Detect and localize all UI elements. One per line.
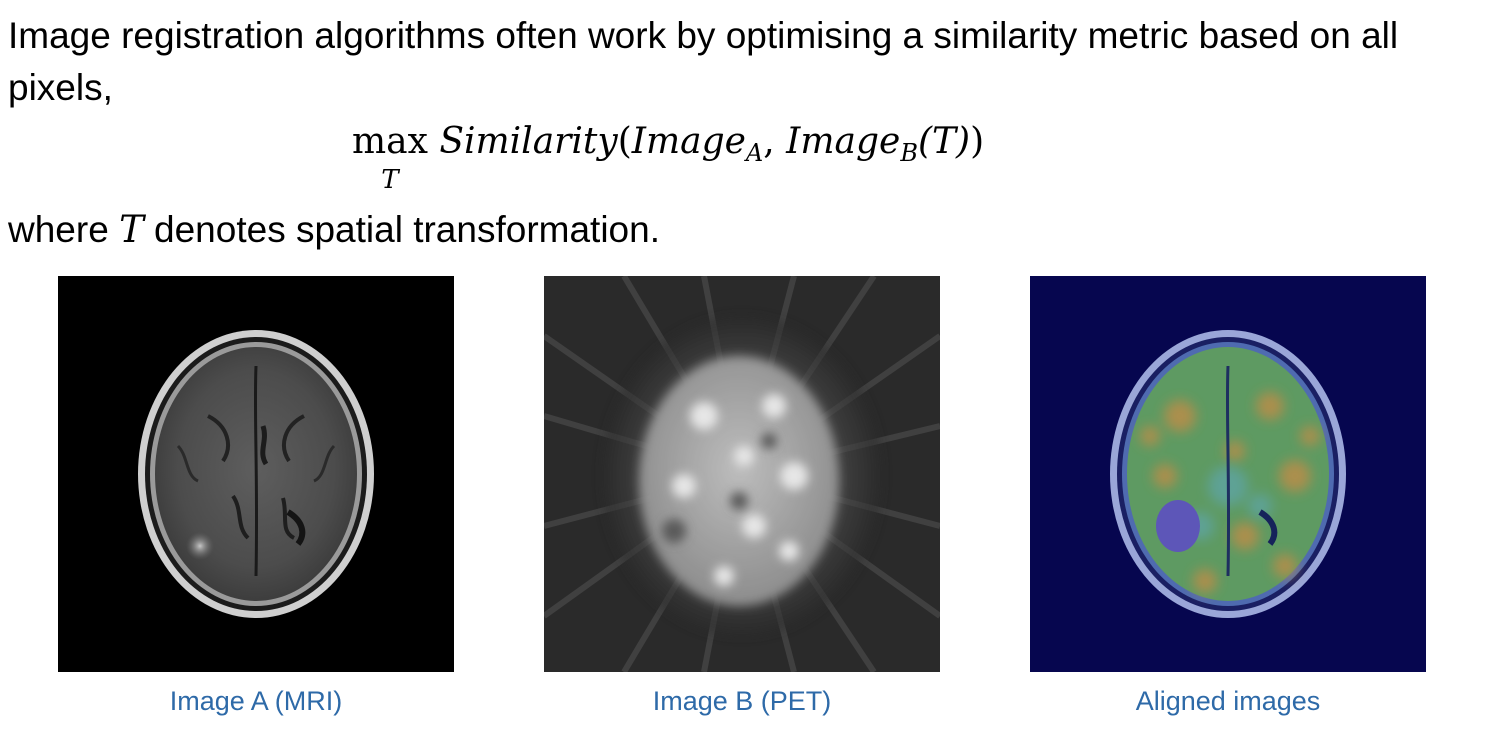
pet-image-panel bbox=[544, 276, 940, 672]
formula-arg-a-sub: A bbox=[745, 139, 764, 167]
intro-paragraph: Image registration algorithms often work… bbox=[8, 15, 1399, 108]
similarity-formula: max T Similarity(ImageA, ImageB(T)) bbox=[352, 118, 985, 195]
aligned-image-panel bbox=[1030, 276, 1426, 672]
max-subscript: T bbox=[381, 165, 399, 195]
formula-function: Similarity bbox=[439, 121, 618, 162]
formula-arg-b: Image bbox=[786, 121, 901, 162]
caption-image-b: Image B (PET) bbox=[652, 686, 832, 716]
where-sentence: where T denotes spatial transformation. bbox=[8, 204, 660, 256]
mri-brain-image bbox=[58, 276, 454, 672]
max-operator: max T bbox=[352, 118, 428, 195]
where-prefix: where bbox=[8, 209, 120, 250]
formula-comma: , bbox=[763, 121, 787, 162]
where-variable: T bbox=[119, 208, 144, 251]
aligned-brain-image bbox=[1030, 276, 1426, 672]
caption-aligned-images: Aligned images bbox=[1135, 686, 1321, 716]
formula-arg-b-sub: B bbox=[900, 139, 918, 167]
formula-open-paren: ( bbox=[617, 121, 632, 162]
formula-close-paren: ) bbox=[970, 121, 985, 162]
mri-image-panel bbox=[58, 276, 454, 672]
caption-image-a: Image A (MRI) bbox=[169, 686, 343, 716]
formula-arg-a: Image bbox=[631, 121, 746, 162]
where-suffix: denotes spatial transformation. bbox=[143, 209, 660, 250]
formula-arg-b-param: (T) bbox=[917, 121, 971, 162]
pet-brain-image bbox=[544, 276, 940, 672]
